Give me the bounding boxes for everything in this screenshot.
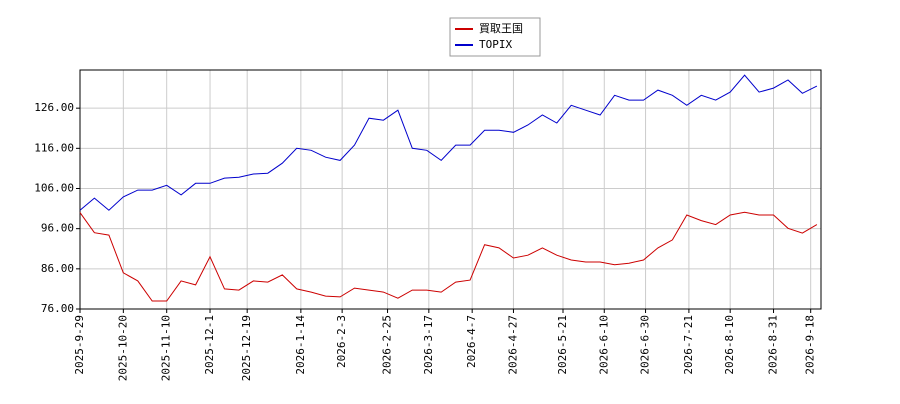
- y-tick-label: 86.00: [41, 262, 74, 275]
- legend-label: 買取王国: [479, 22, 523, 35]
- y-tick-label: 76.00: [41, 302, 74, 315]
- x-tick-label: 2025-12-1: [203, 315, 216, 375]
- legend-label: TOPIX: [479, 38, 512, 51]
- x-tick-label: 2026-4-27: [506, 315, 519, 375]
- x-tick-label: 2026-3-17: [422, 315, 435, 375]
- plot-frame: [79, 69, 822, 310]
- x-tick-label: 2026-8-10: [723, 315, 736, 375]
- x-tick-label: 2026-2-25: [381, 315, 394, 375]
- x-tick-label: 2026-9-18: [804, 315, 817, 375]
- series-line: [79, 211, 818, 302]
- x-tick-label: 2026-2-3: [335, 315, 348, 368]
- y-tick-label: 106.00: [34, 181, 74, 194]
- y-tick-label: 96.00: [41, 222, 74, 235]
- x-tick-label: 2026-4-7: [465, 315, 478, 368]
- x-tick-label: 2025-12-19: [240, 315, 253, 381]
- x-tick-label: 2026-6-10: [597, 315, 610, 375]
- x-tick-label: 2025-10-20: [116, 315, 129, 381]
- x-tick-label: 2025-11-10: [160, 315, 173, 381]
- x-tick-label: 2026-8-31: [767, 315, 780, 375]
- series-line: [79, 74, 818, 211]
- x-tick-label: 2026-5-21: [556, 315, 569, 375]
- legend-box: [449, 17, 541, 57]
- x-tick-label: 2026-1-14: [294, 315, 307, 375]
- x-tick-label: 2025-9-29: [73, 315, 86, 375]
- x-tick-label: 2026-7-21: [682, 315, 695, 375]
- x-tick-label: 2026-6-30: [639, 315, 652, 375]
- y-tick-label: 116.00: [34, 141, 74, 154]
- y-tick-label: 126.00: [34, 101, 74, 114]
